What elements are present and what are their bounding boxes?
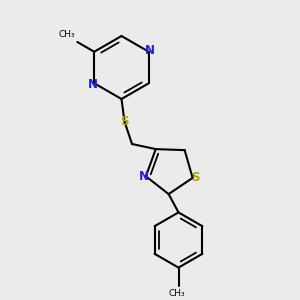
Text: S: S — [191, 171, 200, 184]
Text: CH₃: CH₃ — [169, 289, 185, 298]
Text: N: N — [88, 78, 98, 91]
Text: N: N — [145, 44, 155, 57]
Text: N: N — [139, 170, 148, 183]
Text: CH₃: CH₃ — [58, 30, 75, 39]
Text: S: S — [120, 115, 129, 128]
